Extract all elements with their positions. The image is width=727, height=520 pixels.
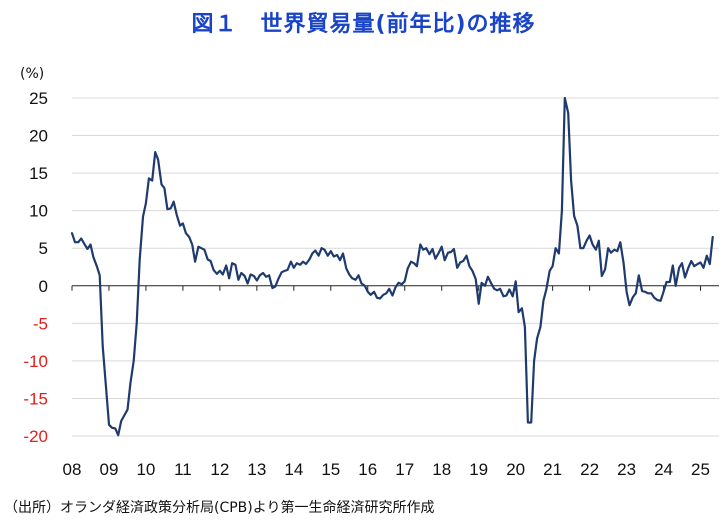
series-group: [70, 96, 714, 437]
y-tick-label: -20: [23, 427, 48, 446]
y-axis-ticks: 25 20 15 10 5 0 -5 -10 -15 -20: [23, 89, 48, 446]
x-tick-label: 20: [506, 460, 525, 479]
series-line: [70, 96, 714, 437]
x-tick-label: 10: [136, 460, 155, 479]
y-tick-label: -15: [23, 389, 48, 408]
x-tick-label: 22: [580, 460, 599, 479]
chart-title: 図１ 世界貿易量(前年比)の推移: [191, 12, 536, 37]
y-tick-label: -5: [33, 314, 48, 333]
x-tick-label: 15: [321, 460, 340, 479]
x-tick-label: 16: [358, 460, 377, 479]
line-chart: 25 20 15 10 5 0 -5 -10 -15 -20 08 09 10 11 12 13 14 15 16…: [23, 89, 719, 479]
x-tick-label: 12: [210, 460, 229, 479]
x-tick-label: 11: [174, 460, 192, 479]
source-note: （出所）オランダ経済政策分析局(CPB)より第一生命経済研究所作成: [4, 500, 435, 516]
x-tick-label: 13: [247, 460, 266, 479]
x-tick-label: 17: [395, 460, 414, 479]
y-tick-label: 5: [39, 239, 48, 258]
x-tick-label: 18: [432, 460, 451, 479]
x-tick-label: 09: [100, 460, 119, 479]
y-tick-label: 20: [29, 127, 48, 146]
x-axis-tick-marks: [71, 285, 702, 291]
x-tick-label: 19: [469, 460, 488, 479]
gridlines: [72, 97, 719, 437]
x-tick-label: 24: [654, 460, 673, 479]
x-tick-label: 14: [284, 460, 303, 479]
x-tick-label: 25: [691, 460, 710, 479]
y-tick-label: 0: [39, 277, 48, 296]
y-axis-unit-label: (%): [20, 66, 45, 82]
x-axis-ticks: 08 09 10 11 12 13 14 15 16 17 18 19 20 21 22 23 24 25: [63, 460, 710, 479]
x-tick-label: 23: [617, 460, 636, 479]
y-tick-label: 15: [29, 164, 48, 183]
x-tick-label: 21: [543, 460, 562, 479]
y-tick-label: 25: [29, 89, 48, 108]
y-tick-label: -10: [23, 352, 48, 371]
y-tick-label: 10: [29, 202, 48, 221]
x-tick-label: 08: [63, 460, 82, 479]
